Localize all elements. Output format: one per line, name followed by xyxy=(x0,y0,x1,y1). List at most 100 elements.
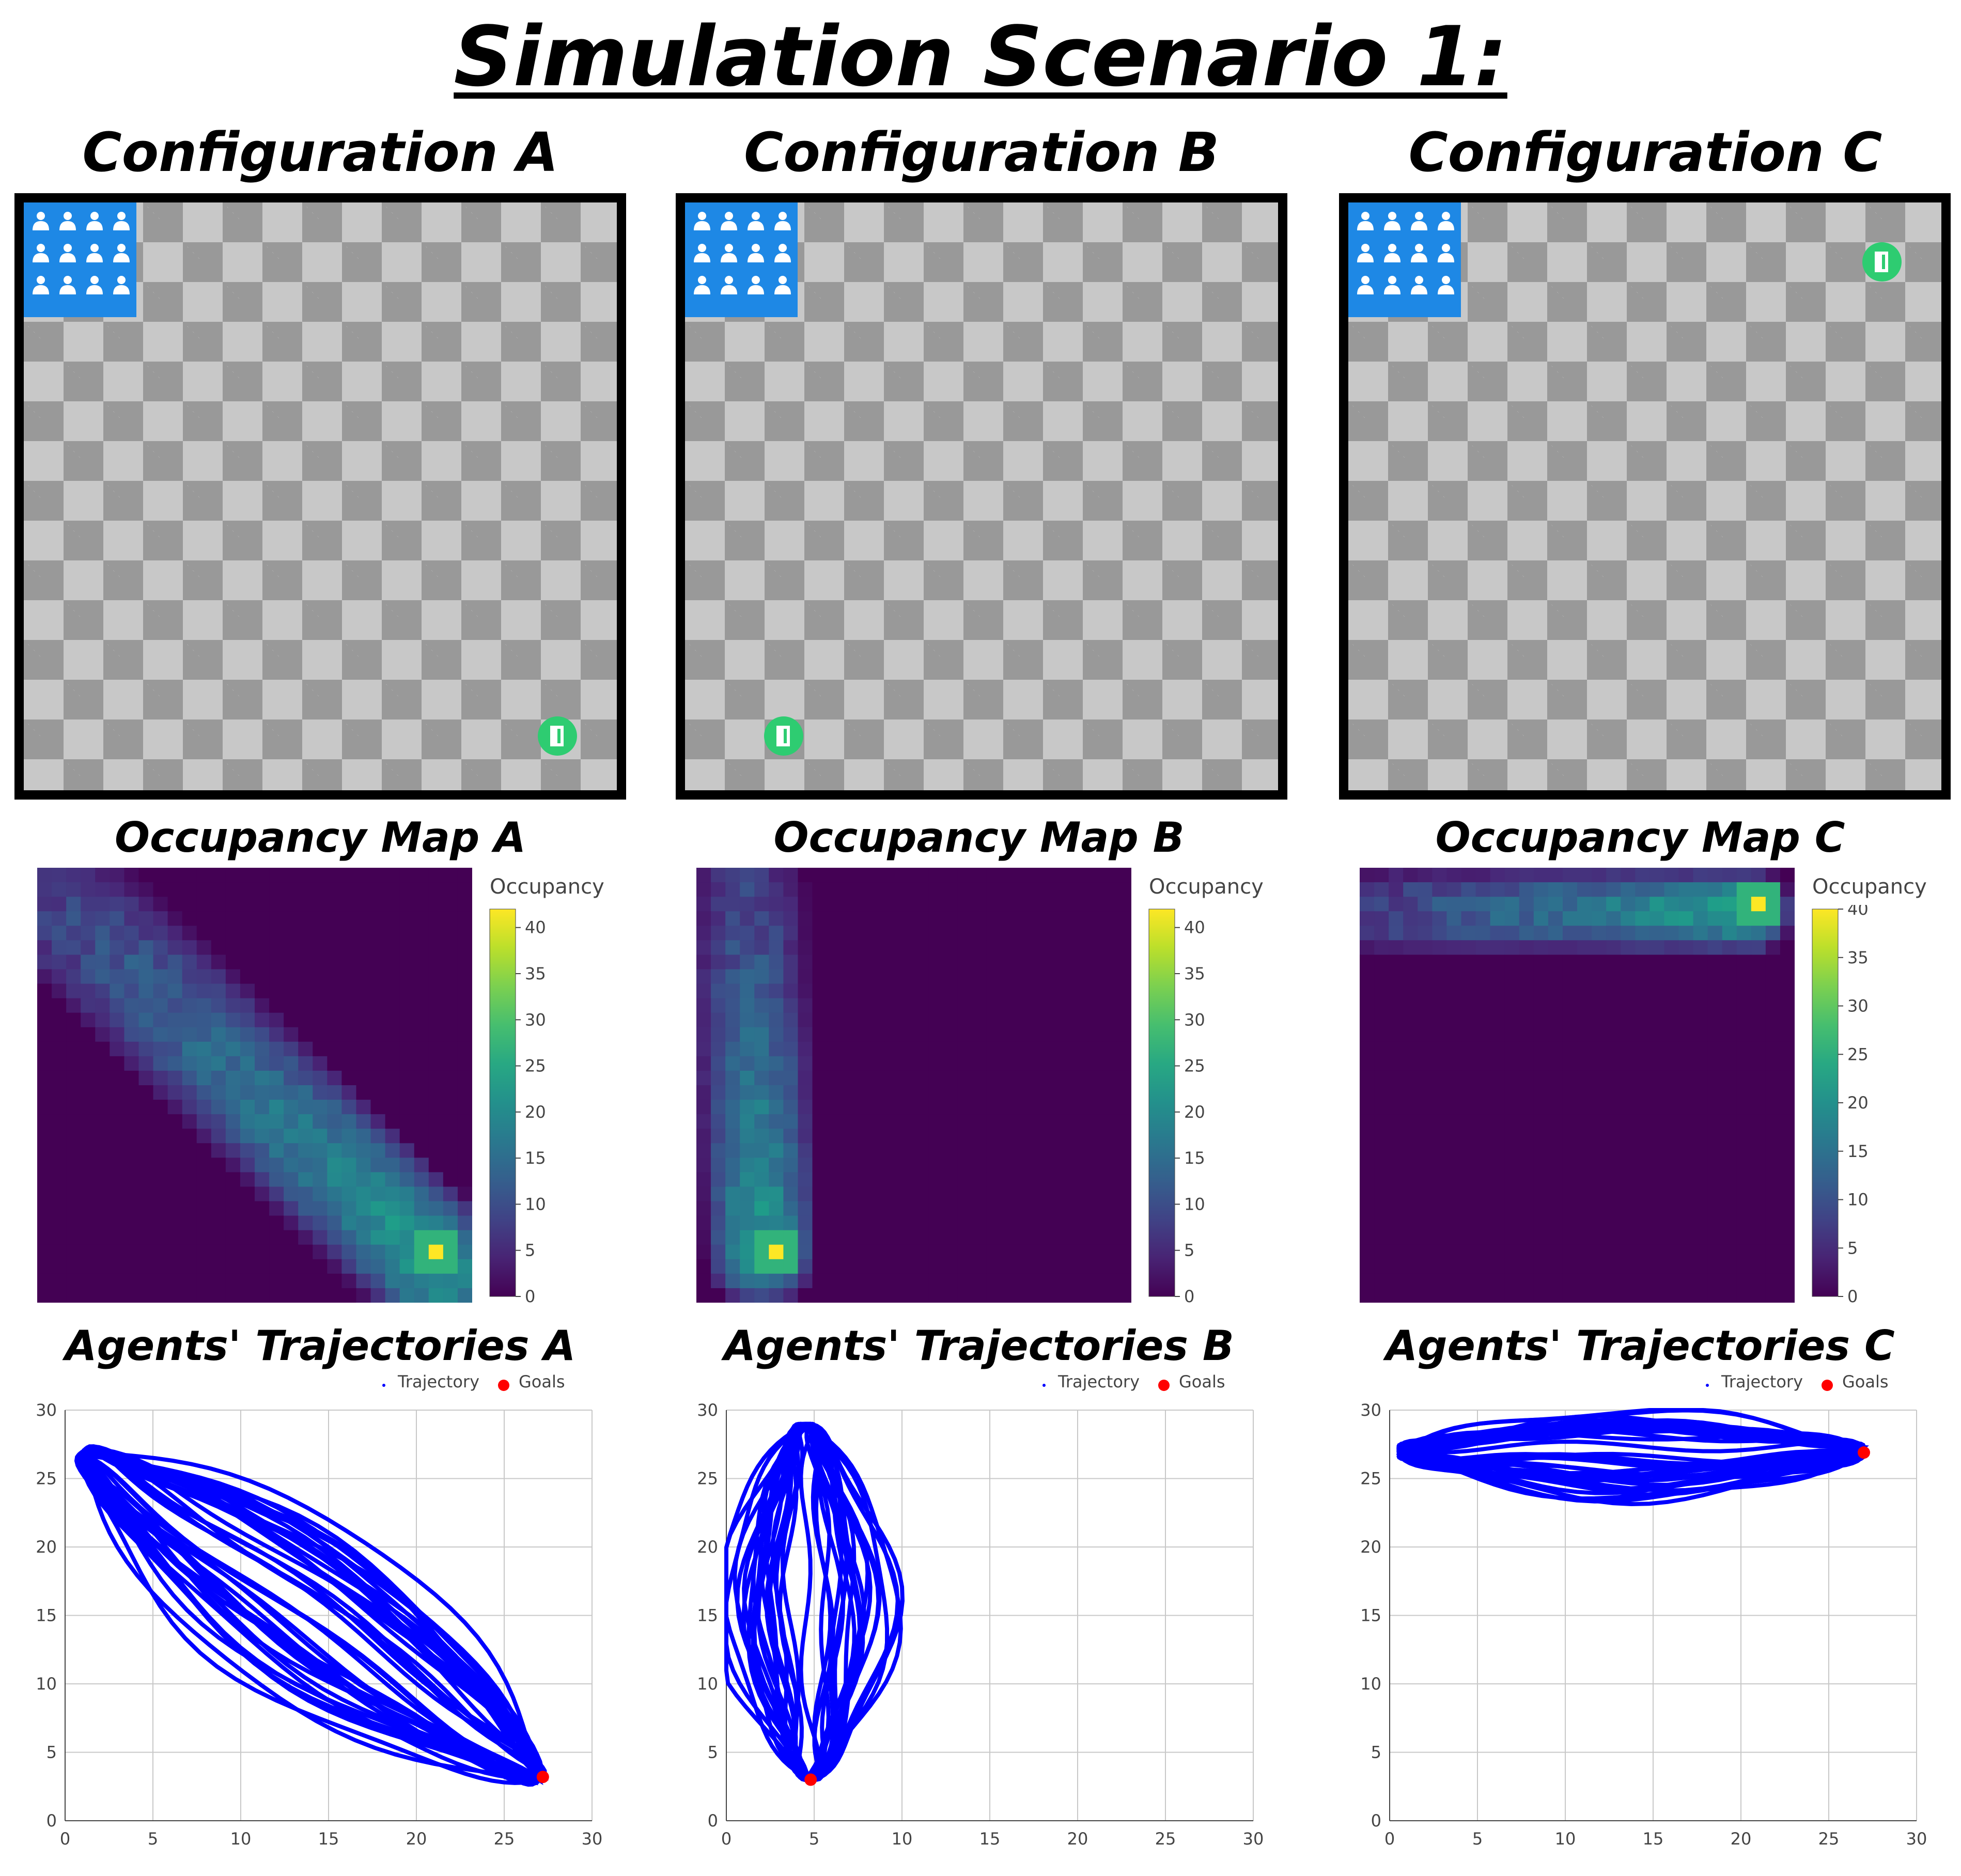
heatmap-cell xyxy=(81,1100,96,1115)
heatmap-cell xyxy=(1765,1172,1781,1187)
heatmap-cell xyxy=(414,1085,429,1100)
heatmap-cell xyxy=(138,1027,154,1042)
heatmap-cell xyxy=(1548,868,1563,883)
heatmap-cell xyxy=(783,1244,799,1260)
heatmap-cell xyxy=(1475,1288,1491,1303)
heatmap-cell xyxy=(943,955,958,970)
heatmap-cell xyxy=(841,1085,857,1100)
heatmap-cell xyxy=(812,1244,828,1260)
y-tick-label: 10 xyxy=(1360,1674,1381,1694)
heatmap-cell xyxy=(341,868,357,883)
colorbar-tick-label: 10 xyxy=(525,1194,546,1214)
heatmap-cell xyxy=(313,1056,328,1071)
heatmap-cell xyxy=(1044,1100,1060,1115)
heatmap-cell xyxy=(957,1201,972,1216)
heatmap-cell xyxy=(957,1215,972,1231)
heatmap-cell xyxy=(1606,1114,1621,1129)
heatmap-cell xyxy=(399,1273,415,1289)
heatmap-cell xyxy=(341,882,357,897)
heatmap-cell xyxy=(124,1070,139,1086)
heatmap-cell xyxy=(1461,969,1476,984)
heatmap-cell xyxy=(196,1273,212,1289)
heatmap-cell xyxy=(769,1070,784,1086)
heatmap-cell xyxy=(928,1070,943,1086)
heatmap-cell xyxy=(943,1100,958,1115)
heatmap-cell xyxy=(153,911,168,926)
heatmap-cell xyxy=(1001,1230,1016,1245)
heatmap-cell xyxy=(182,1114,197,1129)
heatmap-cell xyxy=(914,1027,929,1042)
heatmap-cell xyxy=(1606,926,1621,941)
colorbar-tick-label: 20 xyxy=(525,1102,546,1122)
heatmap-cell xyxy=(798,1070,813,1086)
heatmap-cell xyxy=(884,1100,900,1115)
heatmap-cell xyxy=(66,969,81,984)
heatmap-cell xyxy=(1044,1201,1060,1216)
heatmap-cell xyxy=(1649,1215,1664,1231)
heatmap-cell xyxy=(313,969,328,984)
heatmap-cell xyxy=(1044,998,1060,1013)
person-icon xyxy=(1380,275,1404,295)
heatmap-cell xyxy=(327,1056,342,1071)
heatmap-cell xyxy=(1475,1129,1491,1144)
heatmap-cell xyxy=(1592,882,1607,897)
heatmap-cell xyxy=(1635,1012,1650,1028)
heatmap-cell xyxy=(1722,1143,1737,1158)
heatmap-cell xyxy=(1548,1158,1563,1172)
heatmap-cell xyxy=(1519,1288,1534,1303)
heatmap-cell xyxy=(153,1129,168,1144)
heatmap-cell xyxy=(827,1100,842,1115)
heatmap-cell xyxy=(1577,1012,1592,1028)
heatmap-cell xyxy=(1533,1186,1549,1202)
heatmap-cell xyxy=(1504,1230,1520,1245)
heatmap-cell xyxy=(327,1100,342,1115)
heatmap-cell xyxy=(1490,1041,1505,1057)
heatmap-cell xyxy=(1418,911,1433,926)
heatmap-cell xyxy=(399,1027,415,1042)
heatmap-cell xyxy=(1678,1273,1694,1289)
heatmap-cell xyxy=(313,1143,328,1158)
heatmap-cell xyxy=(313,1158,328,1172)
heatmap-cell xyxy=(1736,1027,1752,1042)
heatmap-cell xyxy=(914,1070,929,1086)
heatmap-cell xyxy=(81,1114,96,1129)
heatmap-cell xyxy=(711,1041,726,1057)
heatmap-cell xyxy=(1087,983,1103,999)
heatmap-cell xyxy=(1548,1070,1563,1086)
heatmap-cell xyxy=(1360,882,1375,897)
heatmap-cell xyxy=(52,1201,67,1216)
heatmap-cell xyxy=(1751,1129,1766,1144)
heatmap-cell xyxy=(1707,955,1723,970)
heatmap-cell xyxy=(341,1259,357,1274)
heatmap-cell xyxy=(1533,911,1549,926)
heatmap-cell xyxy=(370,969,386,984)
heatmap-cell xyxy=(255,1215,270,1231)
heatmap-cell xyxy=(1780,1273,1795,1289)
heatmap-cell xyxy=(356,1070,371,1086)
heatmap-cell xyxy=(957,1273,972,1289)
heatmap-cell xyxy=(769,1288,784,1303)
heatmap-cell xyxy=(1015,1070,1031,1086)
x-tick-label: 0 xyxy=(1384,1829,1395,1849)
heatmap-cell xyxy=(740,868,755,883)
heatmap-cell xyxy=(1059,911,1074,926)
heatmap-cell xyxy=(1533,1172,1549,1187)
heatmap-cell xyxy=(769,1100,784,1115)
heatmap-cell xyxy=(1664,1041,1679,1057)
heatmap-cell xyxy=(370,955,386,970)
heatmap-cell xyxy=(284,955,299,970)
heatmap-cell xyxy=(870,1172,885,1187)
heatmap-cell xyxy=(284,1012,299,1028)
heatmap-cell xyxy=(399,1041,415,1057)
heatmap-cell xyxy=(1490,955,1505,970)
colorbar-gradient xyxy=(1148,909,1175,1297)
heatmap-cell xyxy=(414,983,429,999)
heatmap-cell xyxy=(211,1288,226,1303)
heatmap-cell xyxy=(1707,940,1723,955)
heatmap-cell xyxy=(211,1041,226,1057)
heatmap-cell xyxy=(1389,1027,1404,1042)
heatmap-cell xyxy=(928,1114,943,1129)
heatmap-cell xyxy=(385,1288,400,1303)
heatmap-cell xyxy=(153,940,168,955)
heatmap-cell xyxy=(1678,1129,1694,1144)
